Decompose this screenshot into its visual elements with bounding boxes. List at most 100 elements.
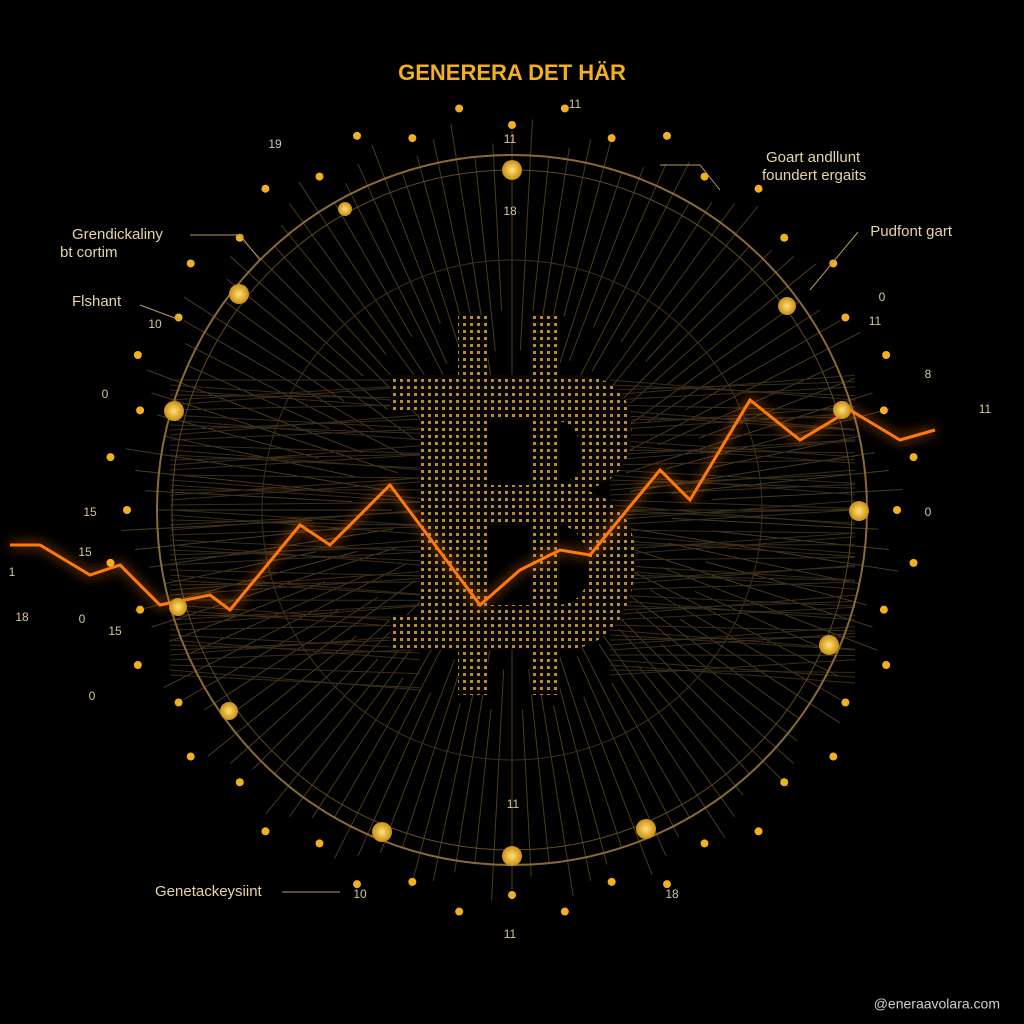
ray	[410, 703, 461, 888]
circuit-line	[609, 594, 856, 616]
circuit-line	[169, 474, 421, 479]
ray	[274, 658, 379, 775]
ray	[552, 664, 608, 865]
small-label: 0	[89, 689, 96, 703]
circuit-line	[609, 509, 856, 524]
circuit-line	[169, 428, 421, 441]
coin	[502, 846, 522, 866]
ray	[474, 708, 492, 864]
circuit-line	[609, 374, 856, 396]
ray	[625, 546, 873, 628]
ray	[357, 692, 432, 857]
ray	[146, 369, 363, 454]
node-dot	[186, 259, 195, 268]
ray	[645, 309, 821, 424]
ray	[596, 250, 772, 426]
radial-lines	[121, 119, 903, 901]
ray	[380, 659, 456, 853]
ray	[280, 224, 387, 355]
ray	[274, 245, 406, 392]
ray	[679, 618, 841, 724]
circuit-line	[169, 614, 421, 618]
ray	[149, 528, 394, 568]
ray	[582, 606, 736, 817]
coin	[819, 635, 839, 655]
ray	[183, 320, 374, 431]
node-dot	[909, 558, 918, 567]
circuit-line	[609, 564, 856, 581]
circuit-line	[609, 626, 856, 646]
circuit-line	[169, 549, 421, 562]
ray	[711, 489, 903, 501]
node-dot	[754, 184, 763, 193]
coin	[502, 160, 522, 180]
ray	[532, 156, 550, 312]
node-dot	[106, 453, 115, 462]
circuit-line	[169, 605, 421, 626]
circuit-line	[169, 581, 421, 586]
coin	[636, 819, 656, 839]
small-label: 11	[979, 402, 992, 416]
ray	[637, 665, 744, 796]
circuit-line	[609, 529, 856, 534]
ray	[566, 616, 680, 838]
node-dot	[123, 506, 131, 514]
node-dot	[133, 351, 142, 360]
ring	[261, 259, 763, 761]
node-dot	[353, 880, 362, 889]
circuit-line	[169, 571, 421, 591]
small-label: 0	[925, 505, 932, 519]
circuit-line	[169, 539, 421, 552]
node-dot	[560, 907, 569, 916]
circuit-line	[609, 504, 856, 526]
circuit-line	[609, 508, 856, 516]
circuit-line	[169, 669, 421, 691]
node-dot	[909, 453, 918, 462]
ray	[226, 278, 388, 410]
small-label: 1	[9, 565, 16, 579]
ray	[491, 669, 505, 901]
callout-text: Genetackeysiint	[155, 883, 263, 900]
node-dot	[455, 104, 464, 113]
circuit-line	[169, 501, 421, 506]
node-dot	[700, 839, 709, 848]
circuit-line	[609, 564, 856, 586]
coin	[220, 702, 238, 720]
circuit-line	[169, 638, 421, 651]
circuit-line	[609, 629, 856, 650]
leader-line	[139, 304, 181, 321]
circuit-line	[609, 574, 856, 581]
ray	[608, 580, 800, 720]
node-dot	[879, 605, 888, 614]
ray	[145, 490, 353, 503]
circuit-line	[169, 545, 421, 556]
circuit-line	[609, 469, 856, 484]
circuit-line	[169, 385, 421, 406]
node-dot	[841, 313, 850, 322]
bitcoin-symbol	[390, 315, 636, 695]
ray	[164, 551, 317, 585]
node-dot	[662, 880, 671, 889]
ray	[566, 161, 690, 404]
ray	[203, 596, 379, 711]
coin	[849, 501, 869, 521]
ray	[671, 517, 879, 530]
coin	[338, 202, 352, 216]
coin	[169, 598, 187, 616]
ray	[596, 594, 789, 787]
circuit-line	[169, 484, 421, 503]
small-label: 15	[108, 624, 122, 638]
small-label: 0	[879, 290, 886, 304]
circuit-line	[609, 386, 856, 401]
circuit-line	[609, 409, 856, 430]
circuit-line	[609, 659, 856, 676]
circuit-line	[609, 556, 856, 561]
ray	[432, 139, 471, 315]
callout-text: Flshant	[72, 293, 122, 310]
node-dot	[560, 104, 569, 113]
node-dot	[315, 839, 324, 848]
callout-text: Goart andllunt	[766, 149, 861, 166]
circuit-line	[169, 414, 421, 436]
